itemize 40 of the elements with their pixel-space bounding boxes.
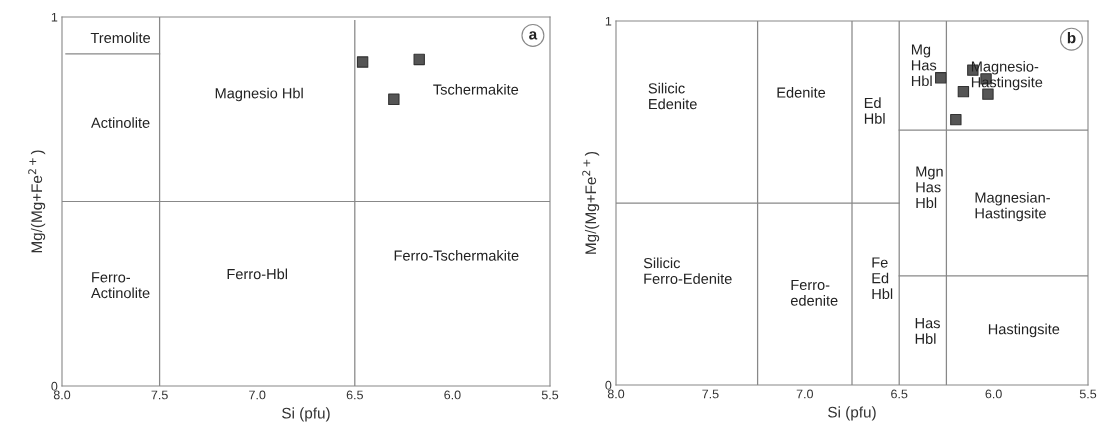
x-tick-label: 5.5	[541, 390, 559, 400]
x-tick-label: 7.0	[796, 389, 813, 399]
y-axis-title: Mg/(Mg+Fe$^{2+}$)	[28, 150, 46, 253]
x-tick-label: 7.0	[249, 390, 266, 400]
annotation: Hastingsite	[988, 323, 1060, 338]
annotation: Silicic Edenite	[648, 82, 697, 110]
annotation: Actinolite	[91, 117, 150, 128]
annotation: Ferro- edenite	[790, 279, 838, 306]
x-tick-label: 6.5	[891, 389, 908, 399]
annotation: a	[529, 31, 538, 40]
x-tick-label: 6.0	[444, 390, 461, 400]
y-tick-label: 0	[605, 380, 612, 390]
annotation: b	[1067, 32, 1076, 44]
annotation: Has Hbl	[915, 318, 940, 344]
y-tick-label: 0	[51, 381, 58, 391]
annotation: Fe Ed Hbl	[872, 257, 893, 300]
x-tick-label: 7.5	[151, 390, 168, 400]
x-axis-title: Si (pfu)	[828, 406, 876, 421]
annotation: Mg Has Hbl	[911, 44, 937, 87]
y-axis-title: Mg/(Mg+Fe$^{2+}$)	[582, 151, 600, 254]
annotation: Ferro-Tschermakite	[394, 250, 519, 261]
y-tick-label: 1	[605, 16, 612, 26]
annotation: Edenite	[777, 87, 826, 98]
annotation: Tremolite	[90, 32, 151, 44]
annotation: Ferro- Actinolite	[91, 272, 150, 299]
x-tick-label: 8.0	[53, 390, 71, 400]
annotation: Tschermakite	[433, 84, 519, 95]
annotation: Mgn Has Hbl	[916, 166, 943, 209]
x-tick-label: 6.5	[346, 390, 363, 400]
annotation: Ferro-Hbl	[227, 268, 288, 280]
annotation: Magnesian- Hastingsite	[975, 191, 1050, 222]
annotation: Silicic Ferro-Edenite	[643, 257, 732, 284]
x-tick-label: 7.5	[702, 389, 719, 399]
y-tick-label: 1	[51, 12, 58, 22]
annotation: Magnesio Hbl	[215, 87, 303, 102]
x-tick-label: 6.0	[985, 389, 1002, 399]
x-axis-title: Si (pfu)	[282, 407, 330, 422]
x-tick-label: 5.5	[1079, 389, 1097, 399]
x-tick-label: 8.0	[607, 389, 625, 399]
annotation: Ed Hbl	[864, 97, 885, 124]
